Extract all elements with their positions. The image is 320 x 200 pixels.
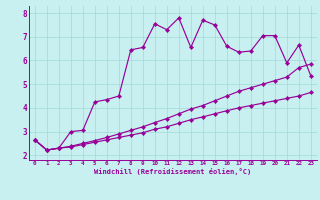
X-axis label: Windchill (Refroidissement éolien,°C): Windchill (Refroidissement éolien,°C) [94, 168, 252, 175]
